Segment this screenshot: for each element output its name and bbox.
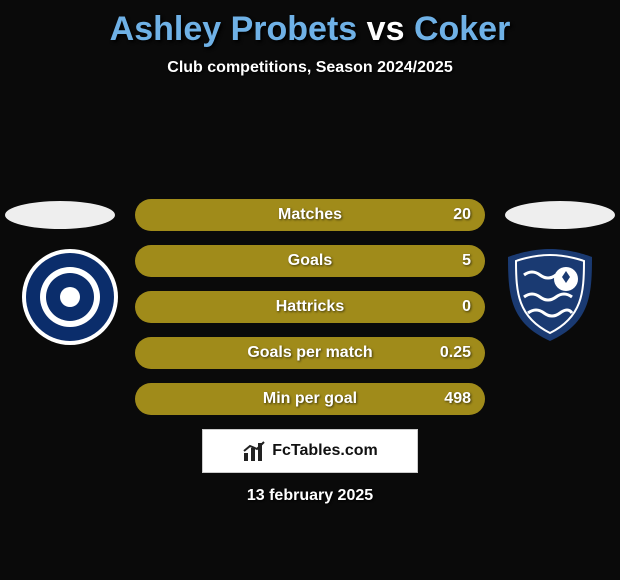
player1-name: Ashley Probets (110, 10, 358, 48)
club-badge-right (500, 245, 600, 345)
player2-name: Coker (414, 10, 510, 48)
stat-label: Goals per match (247, 344, 372, 362)
stat-label: Hattricks (276, 298, 344, 316)
stat-value: 498 (444, 390, 471, 408)
brand-text: FcTables.com (272, 442, 378, 460)
stats-panel: Matches 20 Goals 5 Hattricks 0 Goals per match… (135, 199, 485, 429)
stat-label: Matches (278, 206, 342, 224)
player2-silhouette (505, 201, 615, 229)
stat-label: Min per goal (263, 390, 357, 408)
player1-silhouette (5, 201, 115, 229)
brand-box[interactable]: FcTables.com (202, 429, 418, 473)
chart-icon (242, 441, 266, 461)
stat-row: Min per goal 498 (135, 383, 485, 415)
stat-value: 5 (462, 252, 471, 270)
stat-value: 20 (453, 206, 471, 224)
stat-label: Goals (288, 252, 332, 270)
subtitle: Club competitions, Season 2024/2025 (0, 59, 620, 77)
stat-value: 0.25 (440, 344, 471, 362)
page-title: Ashley Probets vs Coker (0, 0, 620, 49)
stat-row: Goals 5 (135, 245, 485, 277)
vs-word: vs (367, 10, 405, 48)
stat-row: Matches 20 (135, 199, 485, 231)
club-badge-left (20, 247, 120, 347)
stat-row: Goals per match 0.25 (135, 337, 485, 369)
stat-row: Hattricks 0 (135, 291, 485, 323)
stat-value: 0 (462, 298, 471, 316)
date-text: 13 february 2025 (0, 487, 620, 505)
